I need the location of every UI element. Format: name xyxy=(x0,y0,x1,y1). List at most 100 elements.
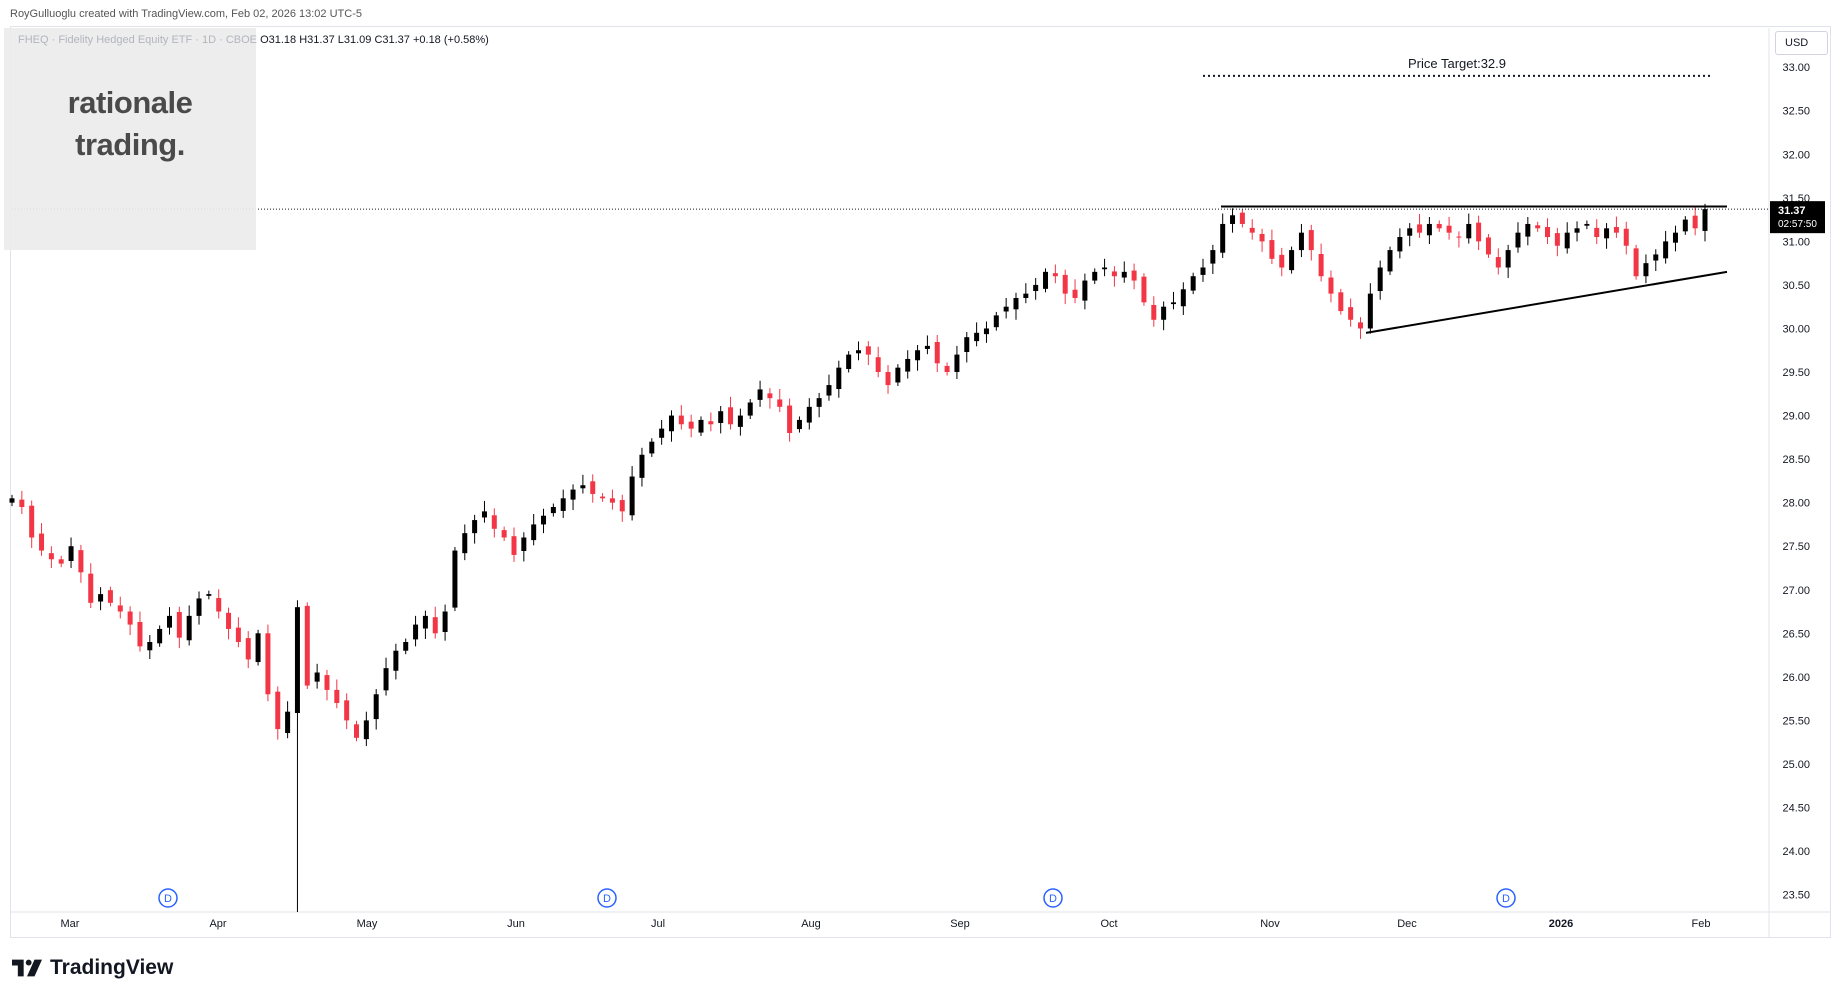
candle-body xyxy=(590,481,596,494)
time-tick-label: May xyxy=(357,918,378,930)
candle-body xyxy=(718,411,724,423)
candle-body xyxy=(1170,302,1176,305)
currency-selector[interactable]: USD xyxy=(1775,31,1828,55)
candle-body xyxy=(1357,322,1363,329)
candle-body xyxy=(1003,306,1009,312)
price-tick-label: 32.50 xyxy=(1782,106,1810,118)
candle-body xyxy=(462,533,468,554)
candle-body xyxy=(265,633,271,695)
dividend-marker-circle xyxy=(597,888,617,908)
candle-body xyxy=(1613,227,1619,233)
candle-body xyxy=(1495,257,1501,268)
dividend-marker-label: D xyxy=(164,893,172,905)
candle-body xyxy=(1584,223,1590,226)
candle-body xyxy=(1692,215,1698,229)
candle-body xyxy=(924,345,930,349)
candle-body xyxy=(98,594,104,602)
candle-body xyxy=(88,573,94,603)
candle-body xyxy=(245,638,251,660)
candle-body xyxy=(39,533,45,551)
candle-body xyxy=(1367,293,1373,329)
candle-body xyxy=(1348,307,1354,320)
candle-body xyxy=(1643,263,1649,277)
candle-body xyxy=(806,406,812,423)
candle-body xyxy=(1377,267,1383,292)
candle-body xyxy=(600,496,606,499)
candle-body xyxy=(550,507,556,514)
candle-body xyxy=(1249,227,1255,233)
candle-body xyxy=(1190,276,1196,291)
ohlc-values: O31.18 H31.37 L31.09 C31.37 +0.18 (+0.58… xyxy=(260,34,489,46)
price-tick-label: 24.50 xyxy=(1782,802,1810,814)
candle-body xyxy=(19,499,25,508)
candle-body xyxy=(1545,227,1551,238)
candle-body xyxy=(294,607,300,713)
candle-body xyxy=(127,611,133,625)
symbol-legend: FHEQ · Fidelity Hedged Equity ETF · 1D ·… xyxy=(18,34,489,46)
candle-body xyxy=(363,720,369,740)
tradingview-logo: TradingView xyxy=(12,956,173,980)
candle-body xyxy=(186,615,192,641)
candle-body xyxy=(1574,228,1580,233)
candle-body xyxy=(678,415,684,425)
candle-body xyxy=(1259,233,1265,242)
watermark-text: rationale trading. xyxy=(4,82,256,166)
candle-body xyxy=(609,498,615,503)
time-tick-label: Aug xyxy=(801,918,821,930)
candle-body xyxy=(1564,232,1570,249)
price-tick-label: 26.00 xyxy=(1782,672,1810,684)
candle-body xyxy=(1043,271,1049,289)
candle-body xyxy=(1131,270,1137,281)
price-tick-label: 30.00 xyxy=(1782,323,1810,335)
candle-body xyxy=(235,627,241,643)
candle-body xyxy=(1623,228,1629,246)
candle-body xyxy=(157,628,163,644)
candle-body xyxy=(934,341,940,364)
candle-body xyxy=(905,358,911,372)
time-axis: Mar Apr May Jun Jul Aug Sep Oct Nov Dec 2026 Feb xyxy=(61,918,1711,930)
time-tick-label: Apr xyxy=(209,918,226,930)
candle-body xyxy=(1279,254,1285,268)
candle-body xyxy=(1151,304,1157,320)
candle-body xyxy=(728,407,734,425)
candle-body xyxy=(275,691,281,730)
dividend-marker-icon: D xyxy=(597,888,617,908)
footer-brand: TradingView xyxy=(50,956,174,979)
candle-body xyxy=(570,489,576,500)
candle-body xyxy=(29,505,35,538)
price-tick-label: 29.50 xyxy=(1782,367,1810,379)
chart-credit: RoyGulluoglu created with TradingView.co… xyxy=(10,8,362,20)
candle-body xyxy=(1013,297,1019,310)
candle-body xyxy=(629,476,635,516)
candle-body xyxy=(334,689,340,703)
candle-body xyxy=(1426,223,1432,236)
candles xyxy=(9,203,1708,912)
candle-body xyxy=(875,357,881,373)
candle-body xyxy=(983,328,989,335)
candle-body xyxy=(895,367,901,383)
candle-body xyxy=(1554,233,1560,246)
candle-body xyxy=(846,354,852,369)
candle-body xyxy=(481,511,487,518)
watermark-line-1: rationale xyxy=(67,85,193,120)
price-tick-label: 26.50 xyxy=(1782,628,1810,640)
price-tick-label: 28.50 xyxy=(1782,454,1810,466)
candle-body xyxy=(1633,248,1639,277)
candle-body xyxy=(541,515,547,525)
candle-body xyxy=(1318,254,1324,277)
chart-frame xyxy=(10,26,1831,938)
candle-body xyxy=(787,405,793,433)
dividend-marker-icon: D xyxy=(1043,888,1063,908)
price-tick-label: 25.50 xyxy=(1782,715,1810,727)
time-tick-label: Sep xyxy=(950,918,970,930)
candle-body xyxy=(954,354,960,373)
candle-body xyxy=(58,559,64,564)
candle-body xyxy=(1269,240,1275,259)
candle-body xyxy=(413,624,419,640)
candle-body xyxy=(107,590,113,603)
candle-body xyxy=(1417,224,1423,233)
candle-body xyxy=(255,633,261,663)
watermark-line-2: trading. xyxy=(75,127,185,162)
candle-body xyxy=(48,553,54,560)
